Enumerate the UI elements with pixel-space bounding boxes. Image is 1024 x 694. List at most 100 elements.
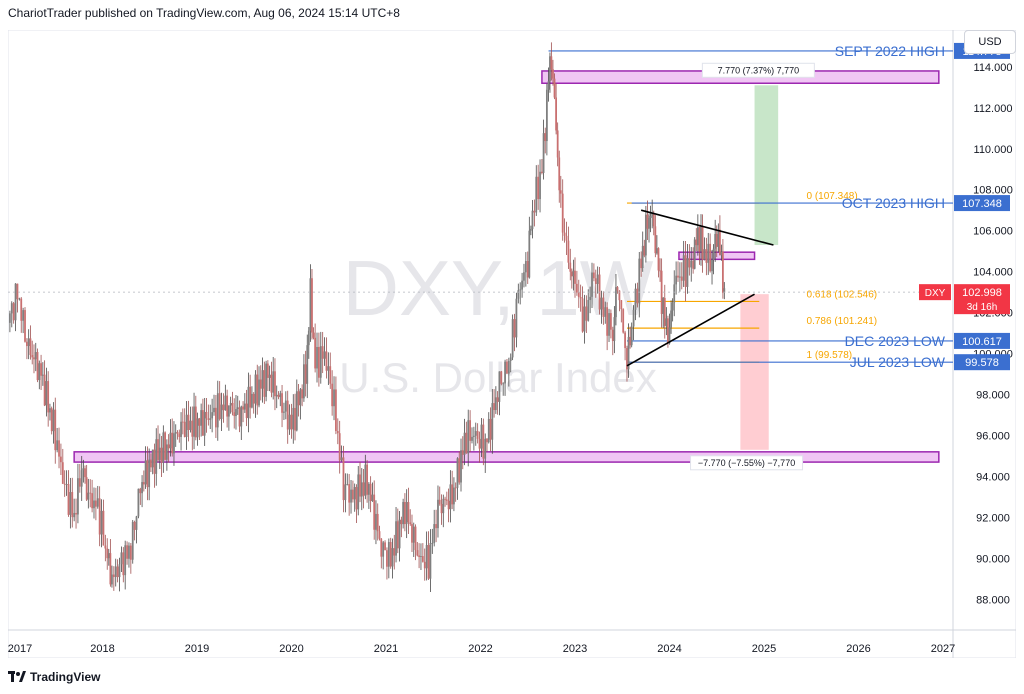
candle-body [626, 348, 628, 370]
price-chart[interactable]: DXY, 1WU.S. Dollar Index88.00090.00092.0… [8, 30, 1016, 658]
candle-body [487, 418, 490, 443]
candle-body [340, 457, 343, 461]
candle-body [164, 432, 167, 460]
key-level-price-badge [954, 195, 1010, 212]
candle-body [155, 439, 158, 474]
candle-body [27, 338, 30, 347]
candle-body [437, 499, 439, 529]
y-tick-label: 92.000 [976, 512, 1010, 524]
candle-body [541, 171, 543, 173]
candle-body [496, 397, 499, 402]
candle-body [63, 483, 66, 485]
candle-body [547, 81, 550, 90]
watermark-symbol: DXY, 1W [343, 244, 654, 332]
candle-body [375, 513, 377, 530]
candle-body [707, 243, 710, 263]
candle-body [226, 395, 229, 417]
y-tick-label: 112.000 [974, 103, 1013, 115]
candle-body [238, 407, 241, 427]
candle-body [41, 374, 44, 376]
candle-body [705, 249, 708, 263]
candle-body [338, 433, 341, 461]
candle-body [67, 484, 70, 515]
candle-body [319, 346, 322, 378]
candle-body [294, 407, 296, 431]
candle-body [122, 552, 125, 576]
candle-body [445, 499, 448, 501]
candle-body [471, 436, 473, 441]
candle-body [104, 545, 107, 549]
candle-body [533, 210, 536, 213]
candle-body [222, 404, 225, 411]
footer-brand: TradingView [30, 670, 101, 684]
x-tick-label: 2022 [468, 643, 492, 655]
candle-body [454, 487, 457, 489]
candle-body [493, 403, 495, 411]
candle-body [565, 235, 568, 241]
candle-body [254, 374, 257, 404]
candle-body [409, 522, 412, 525]
candle-body [521, 280, 523, 290]
candle-body [700, 226, 702, 252]
fib-level-label: 0.786 (101.241) [807, 316, 878, 327]
candle-body [47, 381, 50, 413]
candle-body [91, 493, 94, 509]
candle-body [359, 474, 361, 497]
y-tick-label: 114.000 [974, 62, 1013, 74]
candle-body [721, 251, 724, 293]
candle-body [684, 255, 687, 287]
candle-body [376, 513, 379, 532]
x-tick-label: 2027 [931, 643, 955, 655]
candle-body [714, 234, 717, 249]
candle-body [56, 440, 59, 451]
candle-body [519, 289, 522, 291]
chart-area[interactable]: DXY, 1W U.S. Dollar Index 88.000 90.000 92.0… [8, 30, 1016, 658]
candle-body [259, 379, 262, 389]
candle-body [665, 318, 668, 326]
candle-body [701, 226, 704, 260]
candle-body [124, 545, 127, 576]
candle-body [98, 498, 101, 535]
key-level-label: DEC 2023 LOW [845, 333, 946, 349]
candle-body [622, 309, 625, 333]
x-tick-label: 2023 [563, 643, 587, 655]
candle-body [139, 488, 142, 494]
candle-body [80, 470, 83, 487]
y-tick-label: 88.000 [976, 594, 1010, 606]
candle-body [120, 552, 123, 565]
fib-level-label: 0.618 (102.546) [807, 289, 878, 300]
candle-body [575, 283, 578, 293]
candle-body [353, 487, 356, 500]
candle-body [531, 210, 534, 230]
candle-body [579, 297, 582, 299]
candle-body [107, 553, 110, 559]
key-level-price: 99.578 [965, 357, 999, 369]
projection-box [754, 85, 779, 246]
candle-body [675, 275, 678, 285]
candle-body [506, 361, 508, 374]
fib-level-label: 0 (107.348) [807, 191, 858, 202]
candle-body [544, 133, 547, 142]
candle-body [509, 357, 512, 361]
y-tick-label: 94.000 [976, 471, 1010, 483]
candle-body [207, 418, 210, 420]
candle-body [153, 449, 156, 474]
candle-body [670, 310, 672, 328]
candle-body [284, 400, 287, 412]
candle-body [335, 389, 337, 431]
candle-body [474, 431, 477, 436]
candle-body [558, 157, 561, 191]
candle-body [667, 318, 669, 344]
candle-body [216, 393, 219, 428]
candle-body [577, 292, 580, 298]
candle-body [252, 393, 255, 404]
key-level-label: JUL 2023 LOW [850, 354, 946, 370]
candle-body [211, 412, 214, 419]
candle-body [384, 542, 386, 551]
footer: TradingView [8, 670, 100, 684]
currency-selector[interactable]: USD [964, 30, 1016, 54]
candle-body [627, 336, 630, 370]
supply-demand-zone [73, 451, 940, 463]
candle-body [636, 288, 639, 304]
candle-body [606, 307, 609, 336]
